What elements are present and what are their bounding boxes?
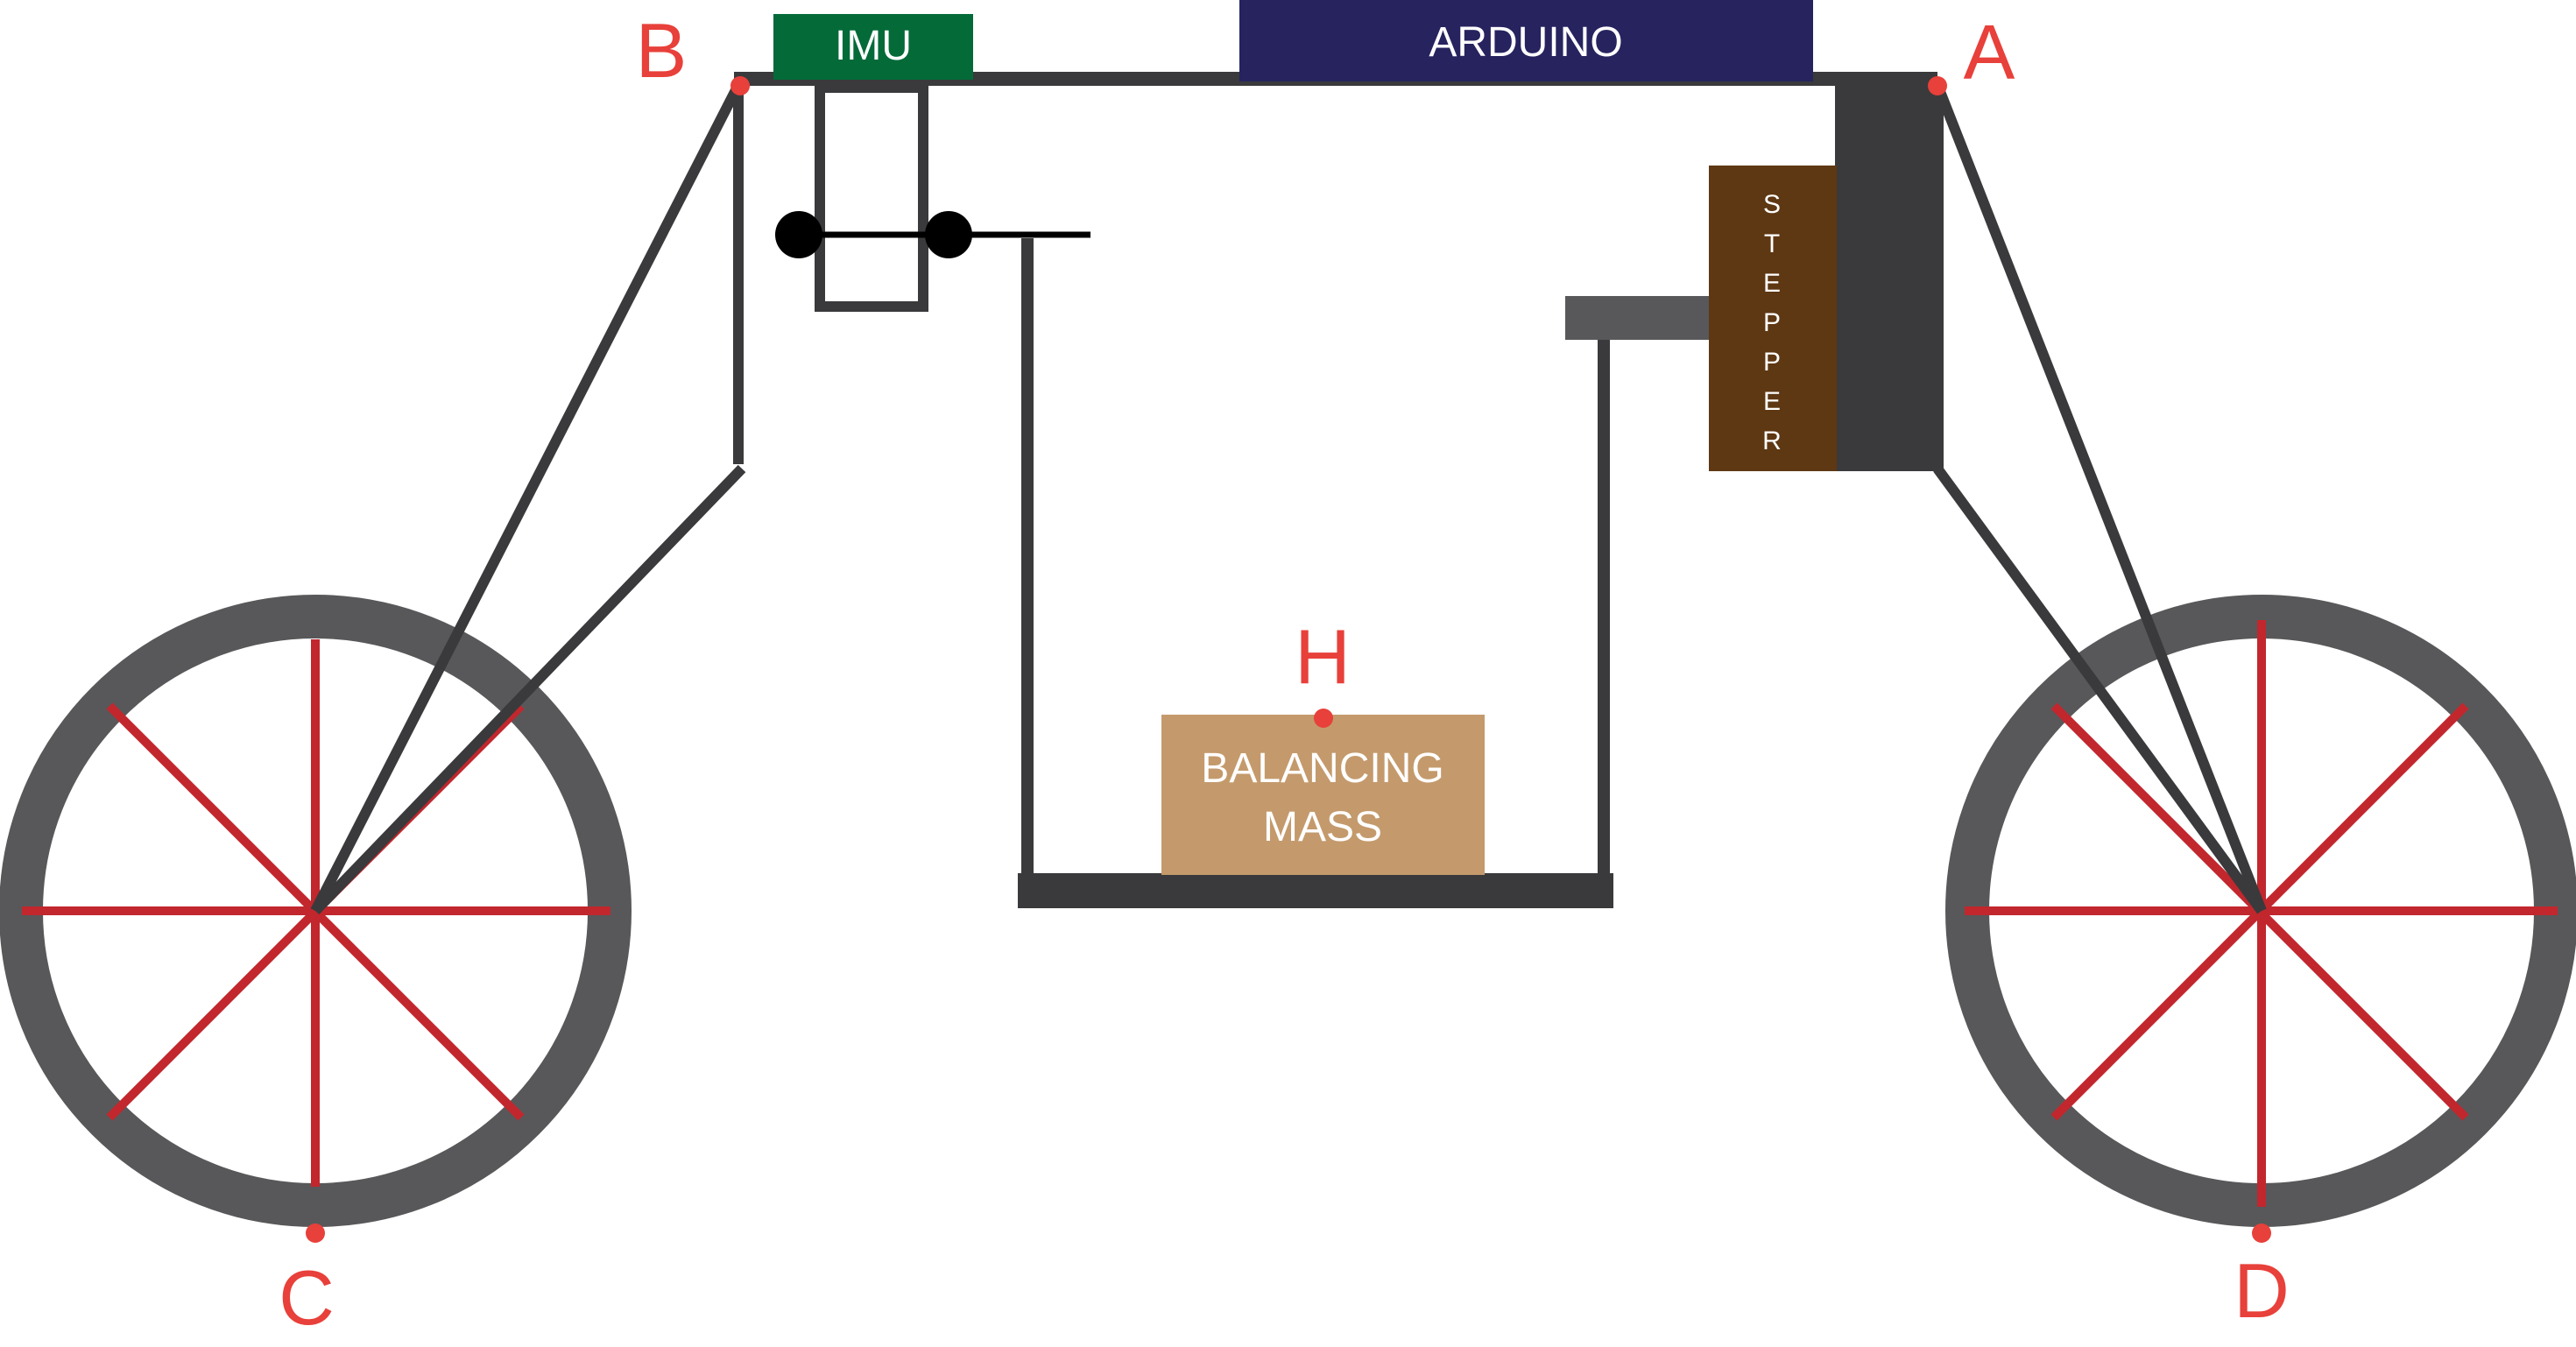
pendulum-base: [1018, 873, 1613, 908]
stepper-body: [1709, 166, 1837, 471]
point-b-label: B: [636, 7, 688, 94]
stepper-letter: S: [1763, 190, 1781, 219]
imu-label: IMU: [835, 23, 912, 69]
point-d-label: D: [2234, 1247, 2290, 1334]
stepper-label: S T E P P E R: [1762, 190, 1782, 455]
imu-box: [773, 14, 973, 80]
arduino-box: [1239, 0, 1813, 81]
stepper-shaft: [1565, 296, 1710, 340]
rear-chain-stay: [311, 464, 746, 915]
rear-fork-strut: [310, 82, 744, 913]
pivot-joint-right: [925, 211, 972, 258]
balancing-mass-label-line2: MASS: [1263, 804, 1382, 850]
pendulum-assembly: [775, 82, 1710, 908]
point-a-label: A: [1964, 9, 2015, 95]
stepper-letter: P: [1763, 308, 1781, 337]
stepper-letter: E: [1763, 269, 1781, 298]
front-fork: [1932, 82, 2267, 913]
point-h-marker: [1314, 709, 1333, 728]
balancing-mass-block: [1161, 715, 1485, 875]
balancing-mass-label-line1: BALANCING: [1201, 745, 1443, 792]
arduino-label: ARDUINO: [1429, 19, 1622, 66]
stepper-letter: T: [1764, 229, 1780, 258]
front-lower-strut: [1933, 465, 2266, 914]
imu-mount-bracket: [815, 82, 928, 312]
balancing-mass: BALANCING MASS: [1161, 715, 1485, 875]
point-h-label: H: [1295, 613, 1351, 700]
stepper-letter: R: [1762, 427, 1782, 455]
point-c-marker: [306, 1224, 325, 1243]
pivot-joint-left: [775, 211, 822, 258]
stepper-letter: P: [1763, 348, 1781, 377]
reference-points: B A C D H: [279, 7, 2290, 1341]
point-d-marker: [2252, 1224, 2271, 1243]
stepper-letter: E: [1763, 387, 1781, 416]
point-a-marker: [1928, 76, 1947, 95]
stepper-motor: S T E P P E R: [1709, 166, 1837, 471]
point-b-marker: [730, 76, 750, 95]
stepper-mount-block: [1835, 83, 1944, 471]
point-c-label: C: [279, 1254, 335, 1341]
front-wheel: [1945, 595, 2576, 1227]
imu-module: IMU: [773, 14, 973, 80]
arduino-board: ARDUINO: [1239, 0, 1813, 81]
